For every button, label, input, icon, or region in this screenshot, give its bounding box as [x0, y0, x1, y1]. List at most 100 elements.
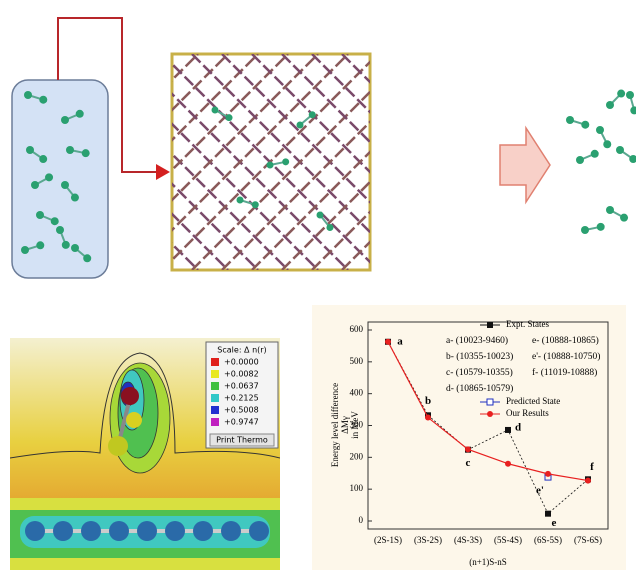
molecule-atom: [606, 206, 614, 214]
molecule-atom: [26, 146, 34, 154]
point: [545, 471, 551, 477]
x-tick-label: (7S-6S): [574, 535, 602, 545]
molecule-atom: [226, 114, 233, 121]
legend-marker: [487, 322, 493, 328]
point: [505, 427, 511, 433]
molecule-atom: [626, 91, 634, 99]
molecule-atom: [24, 91, 32, 99]
molecule-atom: [576, 156, 584, 164]
y-axis-title: Energy level difference: [330, 383, 340, 467]
atom-chain: [25, 521, 269, 541]
molecule-atom: [82, 149, 90, 157]
legend-label: Expt. States: [506, 319, 549, 329]
point-label: c: [466, 457, 471, 469]
atom: [121, 387, 139, 405]
point: [385, 339, 391, 345]
molecule-atom: [616, 146, 624, 154]
molecule-atom: [566, 116, 574, 124]
molecule-atom: [591, 150, 599, 158]
molecule-atom: [309, 111, 316, 118]
molecule-atom: [620, 214, 628, 222]
atom: [108, 436, 128, 456]
molecule-atom: [76, 110, 84, 118]
molecule-atom: [282, 158, 289, 165]
molecule-atom: [212, 107, 219, 114]
y-axis-title: in MeV: [350, 411, 360, 439]
molecule-atom: [36, 211, 44, 219]
legend-label: +0.0082: [224, 370, 259, 379]
atom: [126, 412, 142, 428]
pipe-arrow: [156, 164, 170, 180]
legend-label: +0.5008: [224, 406, 259, 415]
y-axis-title: ΔMγ: [340, 416, 350, 434]
molecule-atom: [606, 101, 614, 109]
legend-label: +0.0000: [224, 358, 259, 367]
legend-label: +0.2125: [224, 394, 259, 403]
molecule-atom: [581, 226, 589, 234]
molecule-atom: [297, 122, 304, 129]
molecule-atom: [56, 226, 64, 234]
legend-swatch: [211, 406, 219, 414]
atom: [137, 521, 157, 541]
framework-strut: [372, 54, 588, 270]
legend-label: +0.9747: [224, 418, 259, 427]
point: [425, 415, 431, 421]
y-tick-label: 600: [350, 324, 364, 334]
annotation: f- (11019-10888): [532, 367, 597, 378]
point-label: e': [536, 485, 544, 497]
molecule-atom: [597, 223, 605, 231]
point: [465, 446, 471, 452]
point-label: a: [397, 335, 403, 347]
atom: [53, 521, 73, 541]
molecule-atom: [237, 197, 244, 204]
legend-swatch: [211, 358, 219, 366]
molecule-atom: [61, 116, 69, 124]
molecule-atom: [581, 121, 589, 129]
point: [585, 478, 591, 484]
atom: [25, 521, 45, 541]
legend-title: Scale: Δ n(r): [217, 346, 266, 355]
x-tick-label: (5S-4S): [494, 535, 522, 545]
molecule-atom: [71, 194, 79, 202]
annotation: b- (10355-10023): [446, 351, 513, 362]
molecule-atom: [267, 162, 274, 169]
annotation: d- (10865-10579): [446, 383, 513, 394]
atom: [165, 521, 185, 541]
atom: [81, 521, 101, 541]
molecule-atom: [39, 155, 47, 163]
legend-swatch: [211, 382, 219, 390]
atom: [193, 521, 213, 541]
point: [505, 461, 511, 467]
molecule-atom: [45, 173, 53, 181]
molecule-atom: [596, 126, 604, 134]
molecule-atom: [51, 217, 59, 225]
molecule-atom: [617, 90, 625, 98]
molecule-atom: [252, 201, 259, 208]
chart: 0100200300400500600(2S-1S)(3S-2S)(4S-3S)…: [312, 305, 626, 570]
x-tick-label: (4S-3S): [454, 535, 482, 545]
molecule-atom: [66, 146, 74, 154]
molecule-atom: [21, 246, 29, 254]
y-tick-label: 200: [350, 451, 364, 461]
point-label: f: [590, 461, 594, 473]
annotation: e'- (10888-10750): [532, 351, 600, 362]
molecule-atom: [71, 244, 79, 252]
button-label[interactable]: Print Thermo: [216, 436, 268, 445]
legend-label: +0.0637: [224, 382, 259, 391]
molecule-atom: [83, 254, 91, 262]
molecule-atom: [603, 140, 611, 148]
molecule-atom: [36, 241, 44, 249]
molecule-atom: [317, 212, 324, 219]
molecule-atom: [31, 181, 39, 189]
molecule-atom: [326, 224, 333, 231]
legend-marker: [487, 411, 493, 417]
annotation: e- (10888-10865): [532, 335, 599, 346]
molecule-atom: [630, 106, 636, 114]
page: Scale: Δ n(r) +0.0000 +0.0082 +0.0637 +0.21…: [0, 0, 636, 570]
annotation: a- (10023-9460): [446, 335, 508, 346]
y-tick-label: 400: [350, 388, 364, 398]
y-tick-label: 100: [350, 483, 364, 493]
molecule-atom: [62, 241, 70, 249]
legend-marker: [487, 399, 493, 405]
framework-strut: [372, 54, 588, 270]
